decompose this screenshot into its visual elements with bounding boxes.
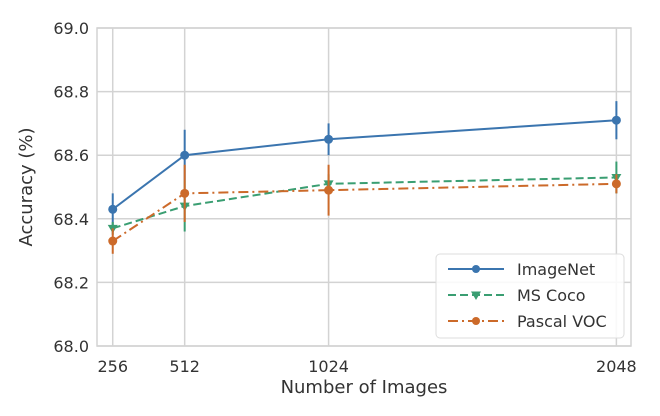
data-point-imagenet [180, 150, 190, 160]
y-axis-ticks: 68.0 68.2 68.4 68.6 68.8 69.0 [53, 19, 89, 356]
x-tick-label: 256 [97, 357, 128, 376]
data-point-pascal-voc [108, 236, 118, 246]
legend-item-pascal-voc: Pascal VOC [448, 312, 607, 331]
y-tick-label: 68.4 [53, 210, 89, 229]
data-point-pascal-voc [611, 179, 621, 189]
legend-box [435, 253, 625, 339]
y-tick-label: 68.6 [53, 146, 89, 165]
data-point-imagenet [324, 134, 334, 144]
plot-frame [96, 27, 632, 347]
series-line-imagenet [112, 119, 617, 211]
series-pascal-voc [108, 164, 621, 254]
legend-marker-imagenet [472, 265, 480, 273]
y-tick-label: 68.2 [53, 273, 89, 292]
data-point-pascal-voc [180, 188, 190, 198]
data-point-pascal-voc [324, 185, 334, 195]
y-tick-label: 68.8 [53, 83, 89, 102]
legend-marker-ms-coco [471, 291, 481, 300]
y-tick-label: 68.0 [53, 337, 89, 356]
legend-label-ms-coco: MS Coco [517, 286, 586, 305]
y-tick-label: 69.0 [53, 19, 89, 38]
legend-marker-pascal-voc [472, 317, 480, 325]
legend-item-imagenet: ImageNet [448, 260, 595, 279]
x-tick-label: 2048 [596, 357, 637, 376]
legend: ImageNet MS Coco Pascal VOC [435, 253, 625, 339]
series-layer [107, 101, 622, 254]
legend-item-ms-coco: MS Coco [448, 286, 586, 305]
x-axis-ticks: 256 512 1024 2048 [97, 357, 636, 376]
legend-label-pascal-voc: Pascal VOC [517, 312, 607, 331]
legend-label-imagenet: ImageNet [517, 260, 595, 279]
data-point-imagenet [108, 204, 118, 214]
x-tick-label: 512 [169, 357, 200, 376]
x-tick-label: 1024 [308, 357, 349, 376]
y-axis-label: Accuracy (%) [16, 127, 37, 246]
series-line-pascal-voc [112, 182, 617, 242]
data-point-imagenet [611, 115, 621, 125]
x-axis-label: Number of Images [281, 377, 448, 398]
